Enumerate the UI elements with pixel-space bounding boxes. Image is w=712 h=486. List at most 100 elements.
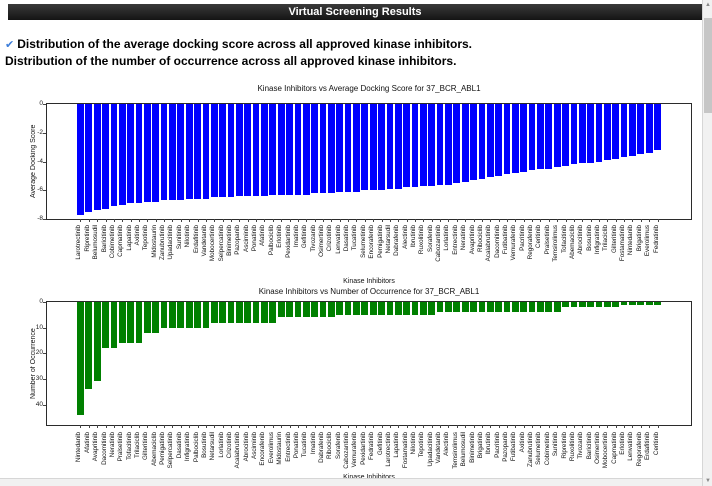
x-tick-mark: [172, 425, 174, 428]
bar: [453, 302, 461, 313]
x-tick-label: Acalabrutinib: [485, 225, 493, 262]
x-tick-label: Dacomitinib: [493, 225, 501, 258]
bar: [353, 104, 360, 192]
y-tick-label: 20: [35, 349, 43, 357]
x-tick-label: Bosutinib: [585, 225, 593, 251]
x-tick-mark: [197, 425, 199, 428]
x-tick-mark: [231, 219, 232, 222]
y-tick-label: 30: [35, 374, 43, 382]
bar: [378, 302, 385, 315]
x-tick-label: Ripretinib: [83, 225, 91, 252]
x-tick-label: Acalabrutinib: [234, 432, 242, 469]
x-tick-label: Abrocitinib: [577, 225, 585, 255]
x-tick-label: Belumosudil: [460, 432, 468, 467]
bar: [118, 302, 126, 343]
bar: [102, 302, 109, 349]
x-tick-label: Ribociclib: [476, 225, 484, 252]
bar: [85, 104, 93, 212]
x-tick-mark: [590, 219, 592, 222]
x-tick-mark: [164, 425, 166, 428]
x-tick-mark: [615, 219, 617, 222]
bar: [302, 302, 310, 318]
x-tick-mark: [398, 425, 400, 428]
bar: [478, 302, 486, 313]
x-tick-label: Infigratinib: [594, 225, 601, 255]
x-tick-mark: [465, 219, 467, 222]
x-tick-label: Larotrectinib: [384, 432, 392, 467]
x-tick-mark: [130, 425, 132, 428]
bar: [620, 104, 628, 158]
x-tick-label: Neratinib: [108, 432, 116, 458]
x-tick-mark: [331, 219, 333, 222]
x-tick-mark: [573, 219, 575, 222]
x-tick-label: Vandetanib: [435, 432, 443, 464]
bar: [160, 104, 168, 201]
x-tick-label: Ponatinib: [251, 225, 259, 252]
x-tick-mark: [80, 219, 82, 222]
x-tick-label: Pemigatinib: [376, 225, 384, 258]
x-tick-label: Selpercatinib: [217, 225, 225, 262]
x-tick-mark: [323, 219, 324, 222]
x-tick-mark: [473, 219, 475, 222]
x-tick-mark: [624, 219, 626, 222]
vertical-scrollbar-thumb[interactable]: [704, 18, 712, 113]
x-tick-label: Regorafenib: [635, 432, 643, 467]
x-tick-mark: [381, 425, 383, 428]
x-tick-label: Everolimus: [267, 432, 275, 464]
x-tick-mark: [624, 425, 626, 428]
bar: [629, 104, 636, 156]
bar: [520, 302, 528, 313]
x-tick-label: Upadacitinib: [426, 432, 434, 467]
bar: [152, 302, 160, 333]
bar: [210, 302, 218, 323]
bar: [612, 104, 620, 159]
x-tick-mark: [657, 425, 659, 428]
note-line-1-wrap: ✔ Distribution of the average docking sco…: [5, 36, 472, 53]
bar: [478, 104, 486, 179]
bar: [294, 302, 302, 318]
x-tick-label: Crizotinib: [326, 225, 334, 252]
x-tick-label: Pemigatinib: [159, 432, 167, 465]
horizontal-scrollbar[interactable]: [0, 478, 702, 486]
x-tick-label: Axitinib: [134, 225, 141, 246]
x-tick-mark: [440, 219, 442, 222]
x-tick-mark: [214, 219, 216, 222]
bar: [93, 302, 101, 382]
bar: [620, 302, 628, 305]
bar: [486, 302, 494, 313]
x-tick-mark: [565, 219, 567, 222]
bar: [152, 104, 160, 202]
bar: [227, 104, 235, 198]
x-tick-label: Ripretinib: [560, 432, 568, 459]
x-tick-label: Netarsudil: [384, 225, 392, 254]
x-tick-mark: [164, 219, 166, 222]
x-tick-mark: [239, 219, 241, 222]
x-tick-label: Brigatinib: [476, 432, 484, 459]
y-tick-label: 40: [35, 400, 43, 408]
bar: [336, 302, 344, 315]
y-tick-mark: [43, 161, 46, 163]
bar: [637, 302, 645, 305]
x-tick-mark: [105, 219, 107, 222]
scroll-up-icon[interactable]: ▲: [705, 2, 711, 8]
bar: [553, 104, 561, 168]
x-tick-label: Mobocertinib: [209, 225, 217, 262]
bar: [461, 104, 469, 182]
x-tick-label: Mobocertinib: [602, 432, 610, 469]
scroll-down-icon[interactable]: ▼: [705, 478, 711, 484]
x-tick-label: Zanubrutinib: [159, 225, 167, 261]
x-tick-label: Palbociclib: [267, 225, 275, 256]
bar: [135, 104, 143, 204]
vertical-scrollbar[interactable]: ▲ ▼: [702, 0, 712, 486]
bar: [269, 302, 277, 323]
x-tick-label: Nintedanib: [75, 432, 83, 463]
x-tick-label: Midostaurin: [276, 432, 284, 465]
x-tick-label: Lapatinib: [393, 432, 401, 458]
bar: [420, 302, 427, 315]
bar: [495, 104, 502, 176]
x-tick-mark: [323, 425, 324, 428]
note-line-2-wrap: Distribution of the number of occurrence…: [5, 53, 472, 69]
x-tick-label: Pacritinib: [493, 432, 501, 458]
bar: [537, 104, 544, 169]
bar: [637, 104, 645, 155]
